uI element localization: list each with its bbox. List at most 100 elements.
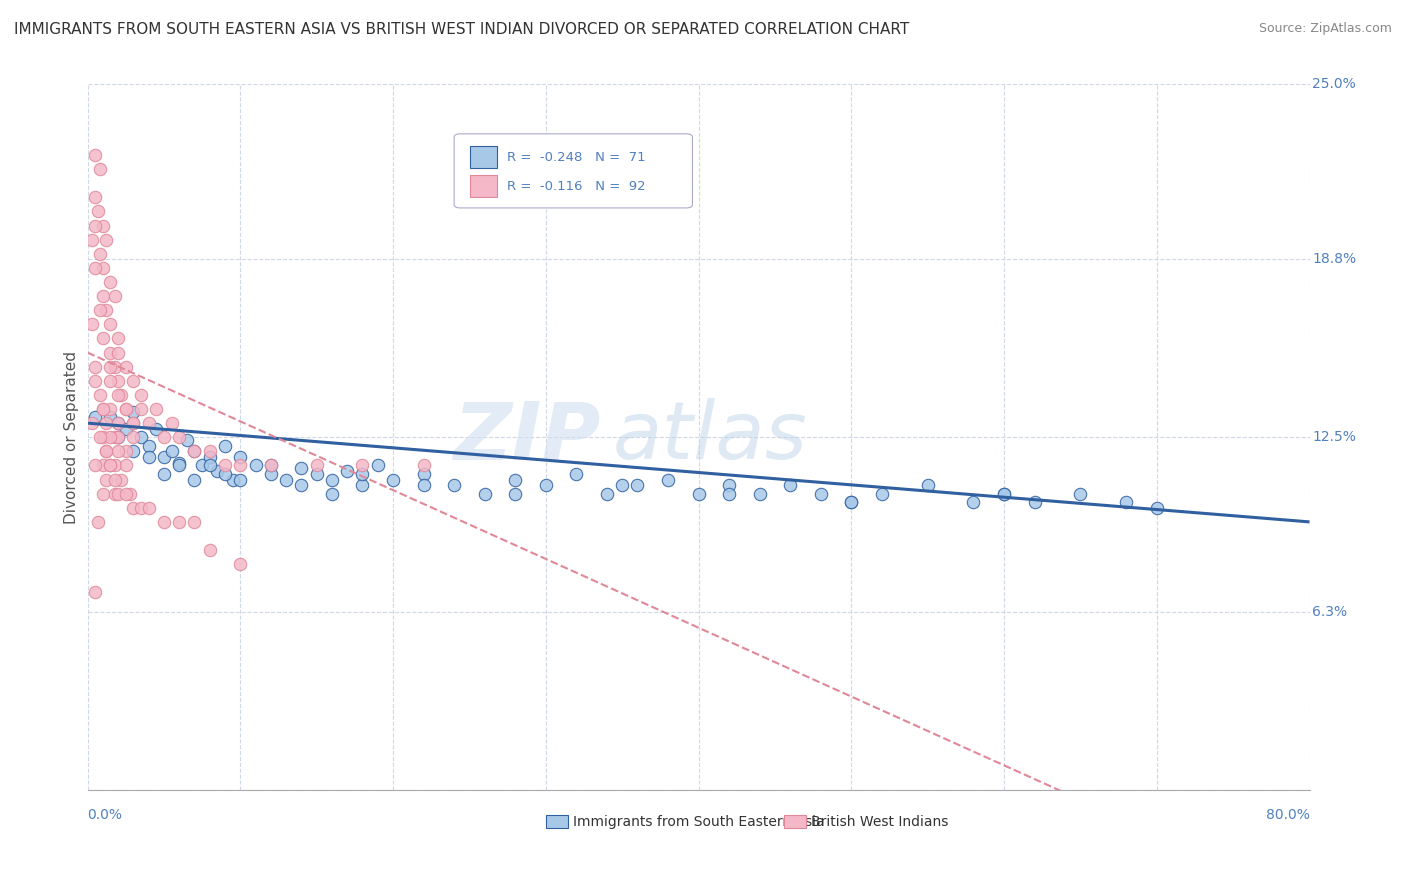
Point	[84, 374, 107, 388]
Point	[122, 416, 145, 430]
Point	[503, 473, 526, 487]
Point	[993, 486, 1015, 500]
Text: 25.0%: 25.0%	[1312, 78, 1355, 92]
Point	[84, 219, 107, 233]
Point	[104, 473, 127, 487]
Point	[114, 444, 136, 458]
Point	[122, 500, 145, 515]
Point	[229, 473, 252, 487]
Point	[89, 247, 111, 261]
Point	[367, 458, 389, 473]
Y-axis label: Divorced or Separated: Divorced or Separated	[65, 351, 79, 524]
Point	[534, 478, 557, 492]
Point	[167, 515, 190, 529]
Point	[100, 430, 122, 444]
Point	[122, 416, 145, 430]
Point	[129, 430, 152, 444]
Point	[214, 458, 236, 473]
Bar	[785, 815, 806, 828]
Point	[91, 458, 114, 473]
Point	[91, 219, 114, 233]
Point	[129, 402, 152, 417]
Bar	[470, 175, 496, 197]
Point	[84, 359, 107, 374]
Point	[153, 515, 176, 529]
Point	[718, 486, 741, 500]
Bar	[546, 815, 568, 828]
Point	[94, 444, 117, 458]
Point	[290, 461, 312, 475]
Text: 80.0%: 80.0%	[1265, 807, 1309, 822]
Point	[100, 345, 122, 359]
Point	[993, 486, 1015, 500]
Point	[207, 464, 229, 478]
Point	[104, 458, 127, 473]
Point	[100, 402, 122, 417]
Point	[260, 458, 283, 473]
Point	[82, 318, 104, 332]
Point	[352, 478, 374, 492]
Point	[94, 303, 117, 318]
Text: ZIP: ZIP	[453, 398, 600, 476]
Point	[160, 444, 183, 458]
Point	[1069, 486, 1091, 500]
Point	[274, 473, 297, 487]
Point	[94, 444, 117, 458]
Point	[138, 450, 160, 464]
Point	[412, 478, 434, 492]
Point	[84, 458, 107, 473]
Point	[198, 444, 221, 458]
Point	[145, 402, 167, 417]
Point	[153, 430, 176, 444]
Point	[114, 359, 136, 374]
Point	[87, 515, 110, 529]
Point	[870, 486, 893, 500]
Point	[1146, 500, 1168, 515]
Point	[688, 486, 710, 500]
Point	[84, 260, 107, 275]
Point	[260, 467, 283, 481]
Point	[153, 450, 176, 464]
Text: IMMIGRANTS FROM SOUTH EASTERN ASIA VS BRITISH WEST INDIAN DIVORCED OR SEPARATED : IMMIGRANTS FROM SOUTH EASTERN ASIA VS BR…	[14, 22, 910, 37]
Point	[104, 289, 127, 303]
Point	[290, 478, 312, 492]
Point	[91, 331, 114, 345]
Point	[305, 458, 328, 473]
Point	[779, 478, 801, 492]
Point	[183, 444, 205, 458]
Point	[122, 444, 145, 458]
Point	[305, 467, 328, 481]
Point	[183, 515, 205, 529]
Point	[91, 430, 114, 444]
Point	[839, 495, 862, 509]
Text: atlas: atlas	[613, 398, 808, 476]
Point	[612, 478, 634, 492]
Point	[104, 359, 127, 374]
Text: 18.8%: 18.8%	[1312, 252, 1357, 267]
Point	[91, 402, 114, 417]
Point	[412, 458, 434, 473]
Point	[91, 260, 114, 275]
Point	[107, 331, 129, 345]
Point	[565, 467, 588, 481]
Point	[107, 486, 129, 500]
Point	[114, 402, 136, 417]
FancyBboxPatch shape	[454, 134, 692, 208]
Point	[748, 486, 770, 500]
Bar	[470, 145, 496, 169]
Point	[183, 473, 205, 487]
Point	[382, 473, 405, 487]
Point	[214, 467, 236, 481]
Text: Immigrants from South Eastern Asia: Immigrants from South Eastern Asia	[572, 814, 824, 829]
Point	[167, 458, 190, 473]
Point	[122, 374, 145, 388]
Point	[198, 450, 221, 464]
Point	[120, 486, 142, 500]
Point	[718, 478, 741, 492]
Point	[839, 495, 862, 509]
Point	[962, 495, 984, 509]
Point	[352, 458, 374, 473]
Point	[503, 486, 526, 500]
Text: 0.0%: 0.0%	[87, 807, 122, 822]
Point	[198, 458, 221, 473]
